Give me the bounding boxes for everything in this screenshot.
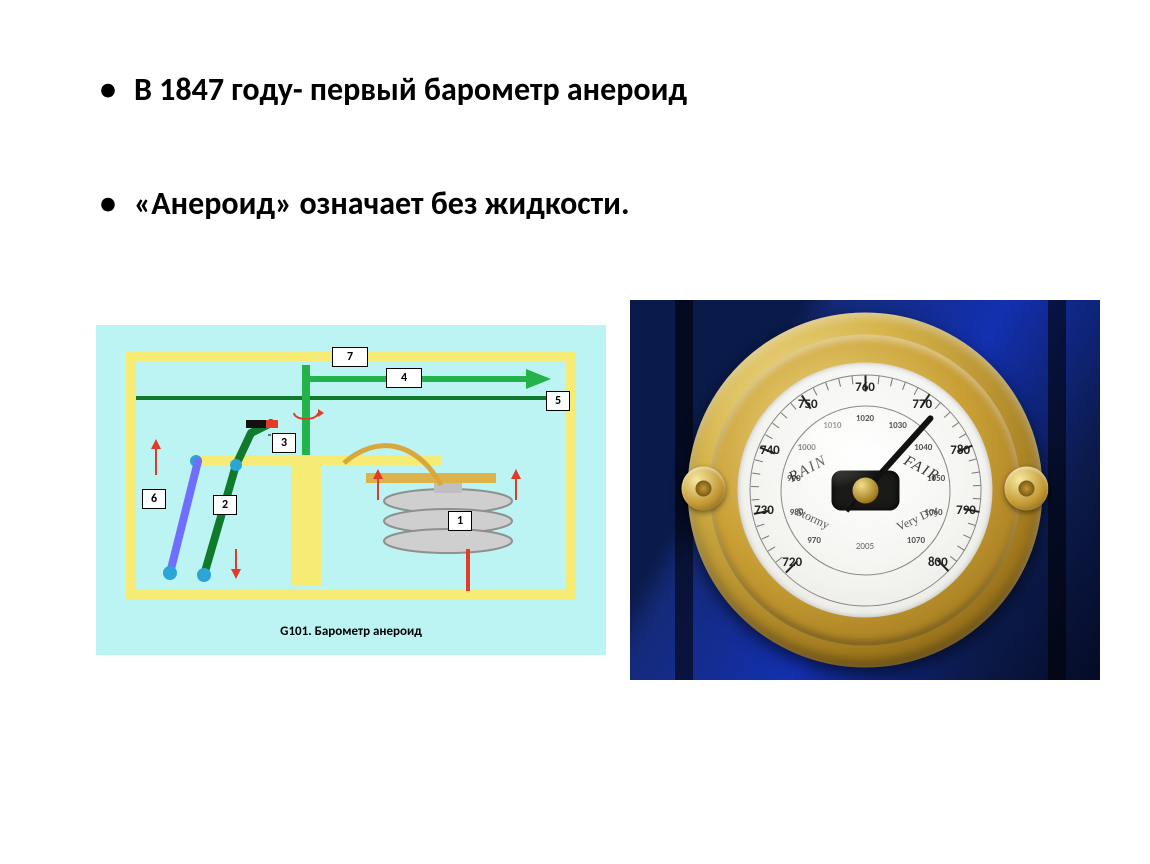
mount-ear-left [682, 467, 726, 511]
schematic-svg [96, 325, 606, 655]
dial-number-inner: 1030 [889, 420, 907, 431]
dial-number-inner: 1040 [914, 442, 932, 453]
dial-tick [751, 485, 759, 486]
dial-number-outer: 720 [782, 555, 802, 570]
gauge-bezel: 7207307407507607707807908009709809901000… [688, 313, 1043, 668]
bullet-item: «Анероид» означает без жидкости. [100, 184, 687, 223]
schematic-label-3: 3 [272, 433, 296, 453]
barometer-photo: 7207307407507607707807908009709809901000… [630, 300, 1100, 680]
schematic-label-6: 6 [142, 489, 166, 509]
dial-number-outer: 780 [950, 443, 970, 458]
bullet-list: В 1847 году- первый барометр анероид «Ан… [100, 70, 687, 298]
dial-tick [972, 484, 980, 485]
dial-number-outer: 740 [760, 443, 780, 458]
dial-number-outer: 790 [956, 503, 976, 518]
diagram-caption: G101. Барометр анероид [96, 624, 606, 639]
dial-label: Change [738, 363, 866, 371]
dial-number-outer: 770 [912, 397, 932, 412]
dial-number-outer: 730 [754, 503, 774, 518]
dial-number-inner: 1000 [798, 442, 816, 453]
schematic-label-5: 5 [546, 391, 570, 411]
dial-number-outer: 750 [798, 397, 818, 412]
dial-tick [877, 376, 879, 384]
needle-hub [852, 477, 878, 503]
dial-number-inner: 970 [807, 535, 821, 546]
schematic-label-7: 7 [332, 347, 368, 367]
gauge-face: 7207307407507607707807908009709809901000… [738, 363, 993, 618]
schematic-label-1: 1 [448, 511, 472, 531]
dial-number-inner: 1070 [907, 535, 925, 546]
schematic-label-2: 2 [213, 495, 237, 515]
images-row: 1 2 3 4 5 6 7 G101. Барометр анероид 720 730 740… [96, 300, 1100, 680]
dial-number-inner: 1010 [823, 420, 841, 431]
dial-number-outer: 800 [928, 555, 948, 570]
mount-ear-right [1005, 467, 1049, 511]
dial-tick [751, 498, 759, 500]
barometer-schematic: 1 2 3 4 5 6 7 G101. Барометр анероид [96, 325, 606, 655]
slide: В 1847 году- первый барометр анероид «Ан… [0, 0, 1150, 864]
dial-tick [851, 376, 853, 384]
dial-brand: 2005 [856, 541, 874, 552]
schematic-label-4: 4 [386, 368, 422, 388]
bullet-item: В 1847 году- первый барометр анероид [100, 70, 687, 109]
dial-number-inner: 1020 [856, 413, 874, 424]
dial-tick [972, 497, 980, 499]
dial-number-outer: 760 [855, 380, 875, 395]
